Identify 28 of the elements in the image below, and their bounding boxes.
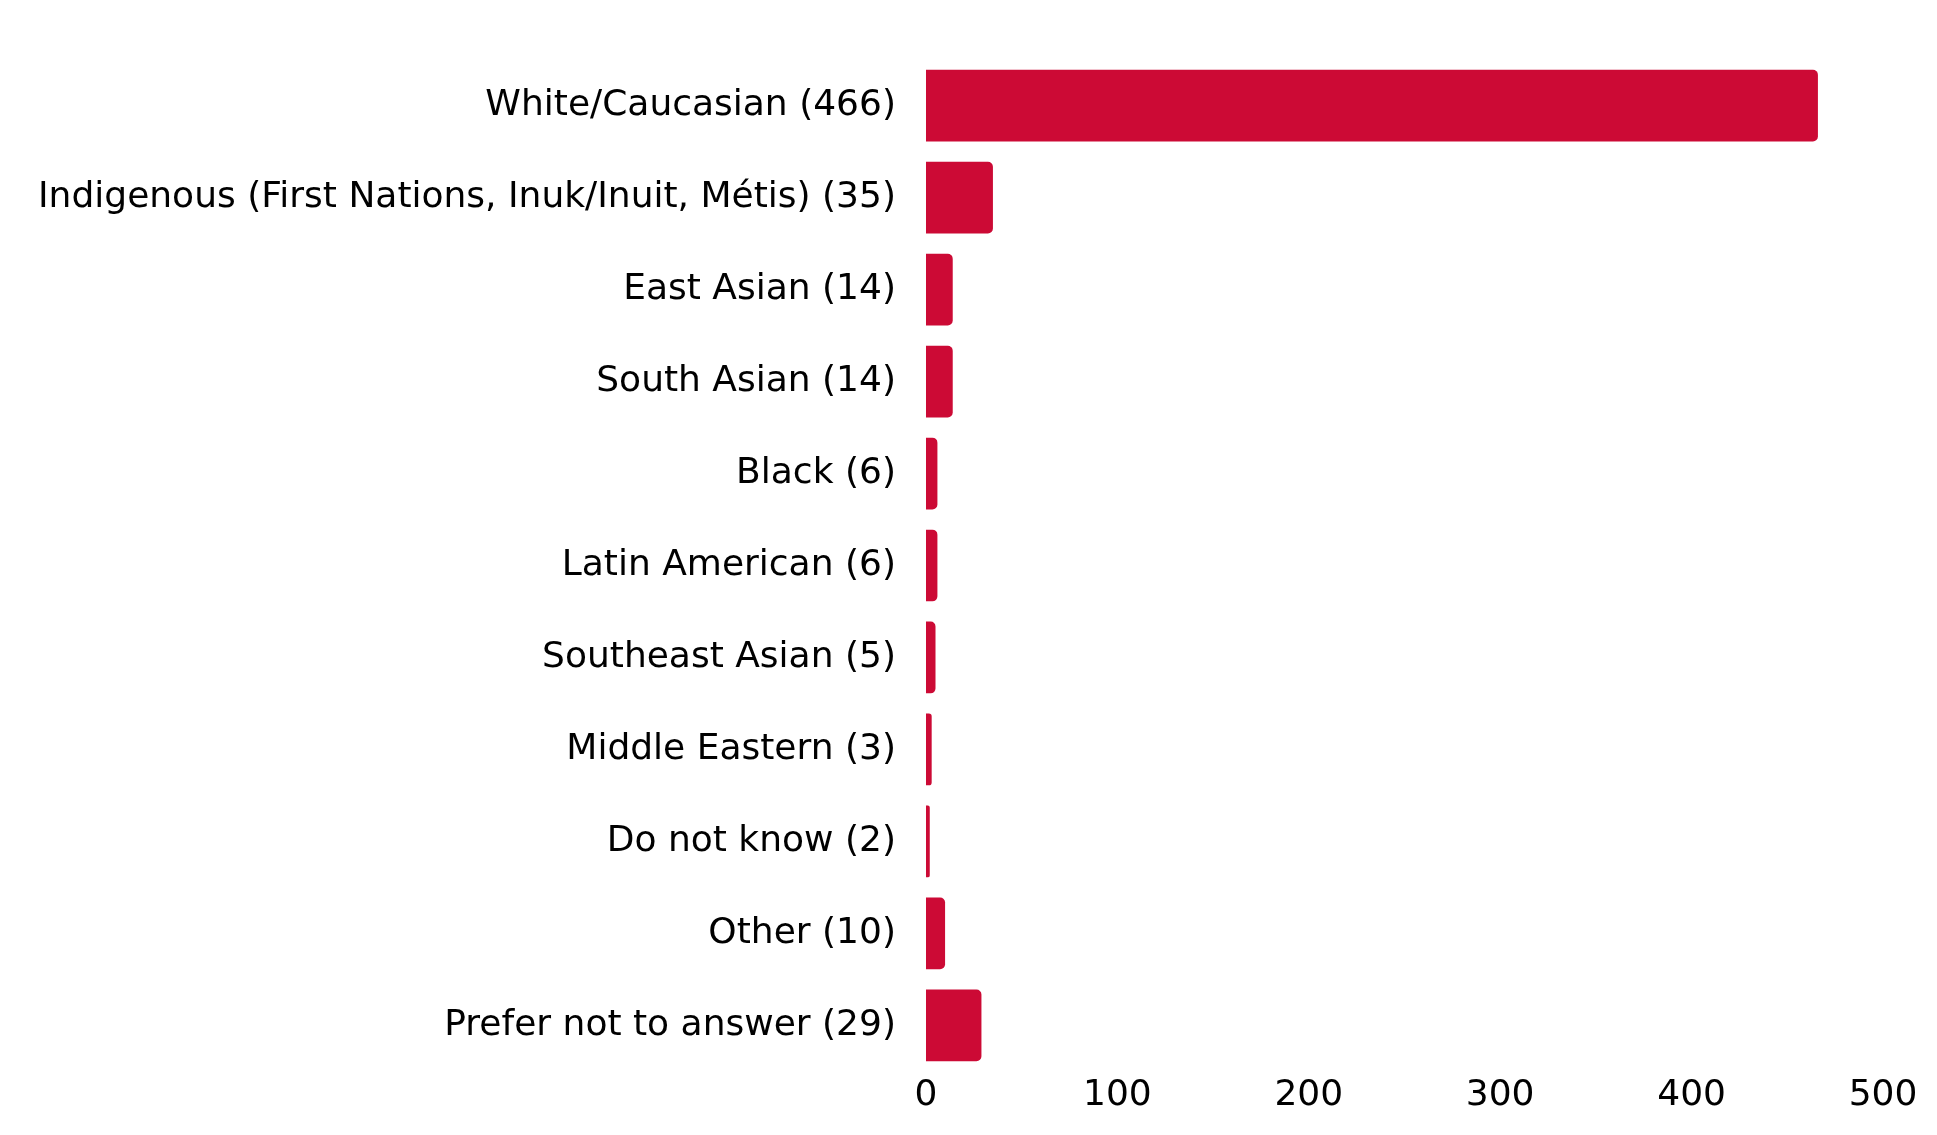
y-tick-label: South Asian (14) (596, 357, 896, 399)
x-tick-label: 500 (1848, 1072, 1918, 1114)
x-tick-label: 400 (1657, 1072, 1726, 1114)
y-tick-label: Latin American (6) (561, 541, 896, 583)
y-tick-label: Prefer not to answer (29) (444, 1001, 896, 1043)
x-tick-label: 100 (1082, 1072, 1152, 1114)
bar (925, 805, 930, 878)
x-tick-label: 300 (1465, 1072, 1535, 1114)
bar (925, 897, 946, 970)
y-tick-label: Indigenous (First Nations, Inuk/Inuit, Métis) (35) (38, 173, 896, 215)
y-tick-label: Southeast Asian (5) (542, 633, 896, 675)
bar (925, 253, 953, 326)
bar (925, 989, 982, 1062)
bar (925, 713, 932, 786)
y-tick-label: Other (10) (708, 909, 896, 951)
x-tick-label: 0 (914, 1072, 938, 1114)
bar (925, 161, 993, 234)
bar (925, 69, 1818, 142)
bar (925, 621, 936, 694)
x-tick-label: 200 (1274, 1072, 1344, 1114)
bar (925, 529, 938, 602)
y-tick-label: East Asian (14) (623, 265, 896, 307)
y-tick-label: Do not know (2) (606, 817, 896, 859)
bar (925, 437, 938, 510)
y-tick-label: Middle Eastern (3) (566, 725, 896, 767)
bar (925, 345, 953, 418)
y-tick-label: White/Caucasian (466) (485, 81, 896, 123)
y-tick-label: Black (6) (736, 449, 896, 491)
